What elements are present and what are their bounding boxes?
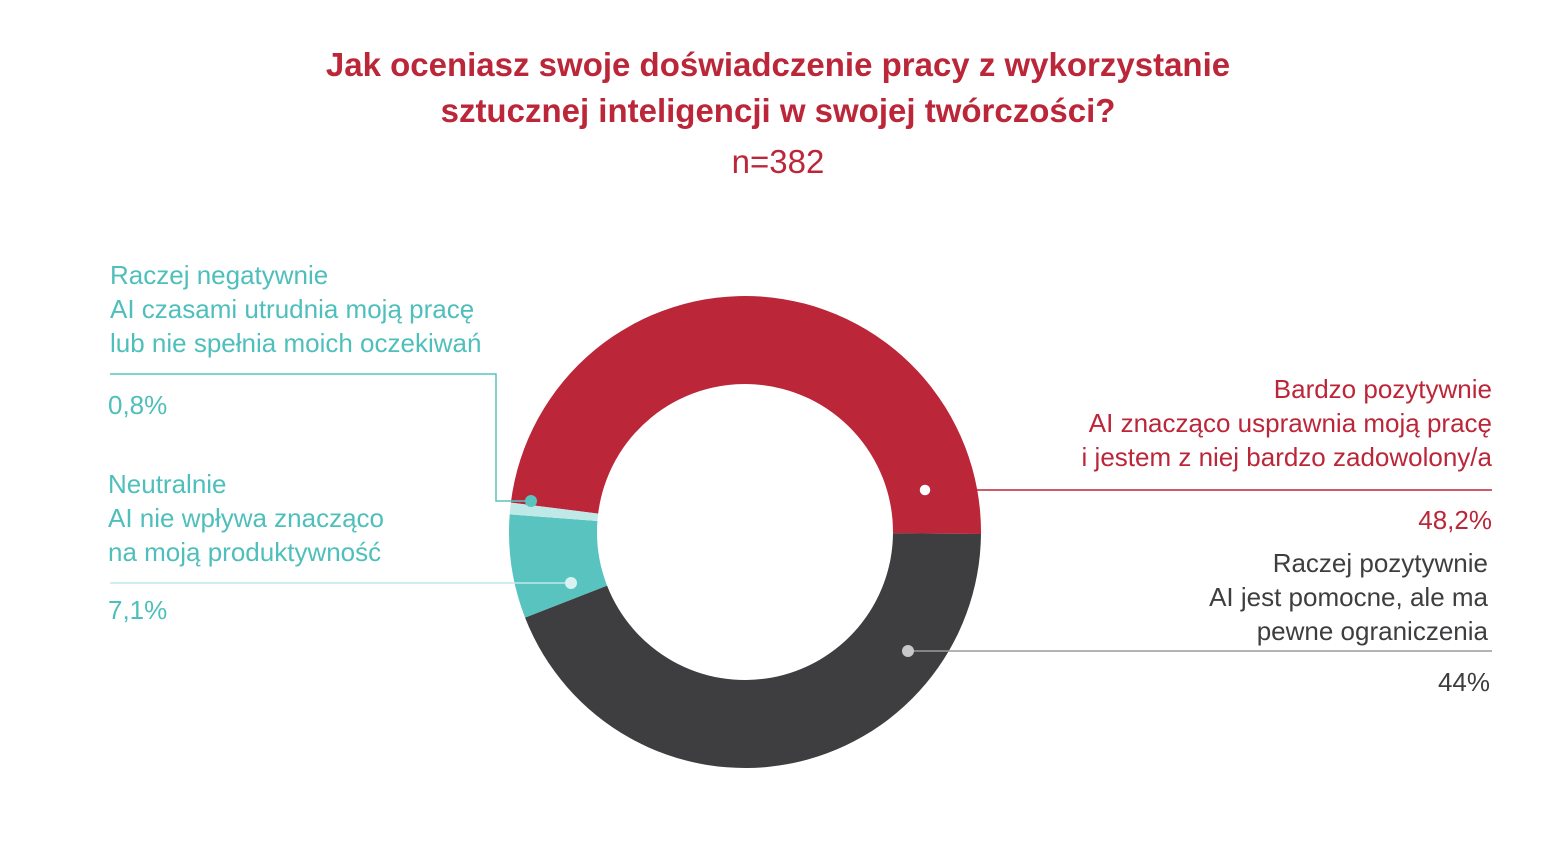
sample-size: n=382 — [731, 143, 825, 180]
leader-line-raczej-negatywnie — [110, 373, 531, 502]
donut-slice-raczej-negatywnie — [509, 502, 599, 521]
label-raczej-pozytywnie: Raczej pozytywnie AI jest pomocne, ale m… — [1209, 546, 1488, 648]
label-raczej-pozytywnie-desc2: pewne ograniczenia — [1256, 616, 1488, 646]
label-bardzo-pozytywnie-desc2: i jestem z niej bardzo zadowolony/a — [1081, 442, 1492, 472]
value-raczej-pozytywnie: 44% — [1437, 667, 1490, 697]
label-raczej-negatywnie: Raczej negatywnie AI czasami utrudnia mo… — [110, 258, 481, 360]
leader-dot-neutralnie — [565, 577, 577, 589]
label-raczej-pozytywnie-desc1: AI jest pomocne, ale ma — [1209, 582, 1488, 612]
value-bardzo-pozytywnie: 48,2% — [1418, 505, 1492, 535]
label-neutralnie: Neutralnie AI nie wpływa znacząco na moj… — [108, 467, 384, 569]
chart-title-line-2: sztucznej inteligencji w swojej twórczoś… — [440, 92, 1116, 129]
label-bardzo-pozytywnie: Bardzo pozytywnie AI znacząco usprawnia … — [1082, 372, 1492, 474]
label-raczej-negatywnie-desc2: lub nie spełnia moich oczekiwań — [110, 328, 482, 358]
label-neutralnie-desc1: AI nie wpływa znacząco — [108, 503, 385, 533]
value-raczej-negatywnie: 0,8% — [108, 390, 168, 420]
chart-title: Jak oceniasz swoje doświadczenie pracy z… — [0, 42, 1556, 134]
label-neutralnie-title: Neutralnie — [108, 469, 227, 499]
leader-dot-raczej-negatywnie — [525, 495, 537, 507]
chart-title-line-1: Jak oceniasz swoje doświadczenie pracy z… — [325, 46, 1231, 83]
label-neutralnie-desc2: na moją produktywność — [108, 537, 382, 567]
leader-dot-bardzo-pozytywnie — [918, 483, 932, 497]
donut-slice-neutralnie — [509, 514, 608, 618]
label-raczej-pozytywnie-title: Raczej pozytywnie — [1272, 548, 1488, 578]
leader-dot-raczej-pozytywnie — [902, 645, 914, 657]
label-bardzo-pozytywnie-title: Bardzo pozytywnie — [1273, 374, 1492, 404]
label-raczej-negatywnie-title: Raczej negatywnie — [110, 260, 329, 290]
donut-slice-raczej-pozytywnie — [525, 533, 981, 768]
donut-slice-bardzo-pozytywnie — [510, 295, 982, 535]
label-bardzo-pozytywnie-desc1: AI znacząco usprawnia moją pracę — [1088, 408, 1492, 438]
label-raczej-negatywnie-desc1: AI czasami utrudnia moją pracę — [110, 294, 475, 324]
value-neutralnie: 7,1% — [108, 595, 168, 625]
